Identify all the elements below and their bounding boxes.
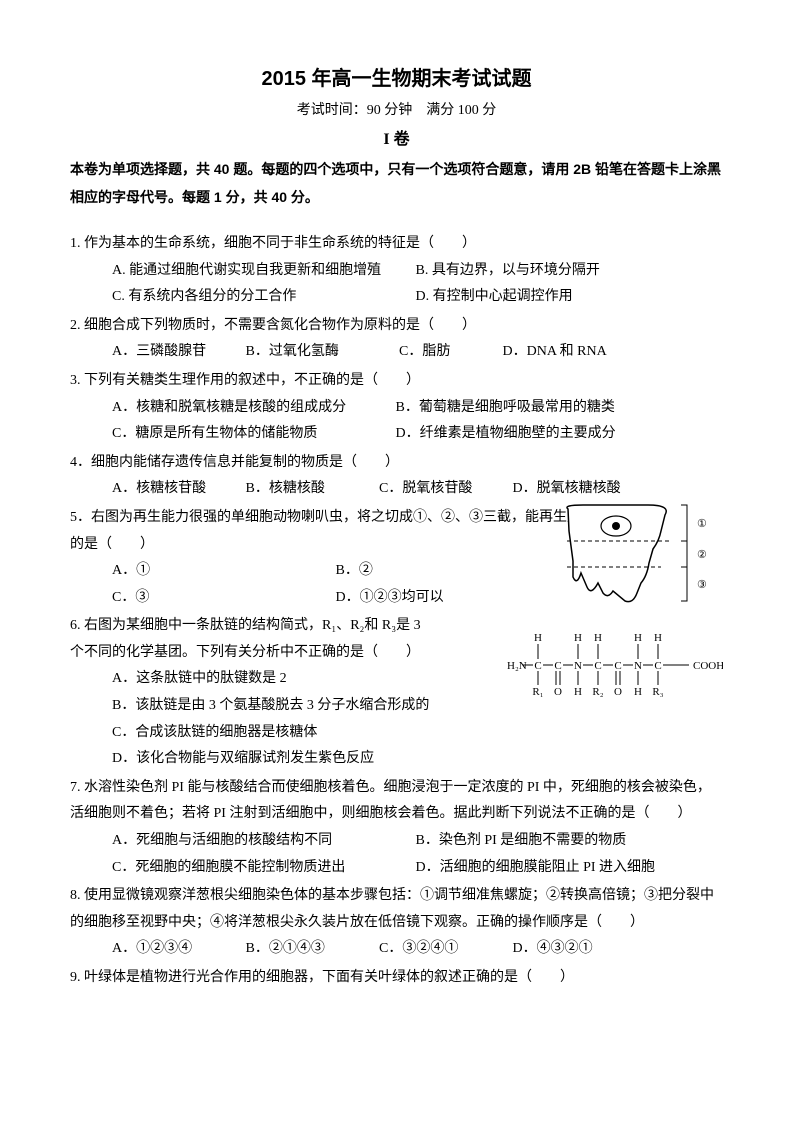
question-8: 8. 使用显微镜观察洋葱根尖细胞染色体的基本步骤包括：①调节细准焦螺旋；②转换高… bbox=[70, 883, 723, 963]
figure-q6: H₂N C C N C C N C COOH H H H H H R₁ O H … bbox=[493, 629, 723, 699]
q7-opt-c: C．死细胞的细胞膜不能控制物质进出 bbox=[112, 855, 412, 882]
q6-opt-b: B．该肽链是由 3 个氨基酸脱去 3 分子水缩合形成的 bbox=[112, 693, 429, 720]
q8-opt-a: A．①②③④ bbox=[112, 936, 242, 963]
question-3: 3. 下列有关糖类生理作用的叙述中，不正确的是（ ） A．核糖和脱氧核糖是核酸的… bbox=[70, 368, 723, 448]
section-heading: I 卷 bbox=[70, 125, 723, 155]
question-4: 4．细胞内能储存遗传信息并能复制的物质是（ ） A．核糖核苷酸 B．核糖核酸 C… bbox=[70, 450, 723, 503]
fig5-label-1: ① bbox=[697, 518, 707, 530]
q6-stem2: 个不同的化学基团。下列有关分析中不正确的是（ ） bbox=[70, 640, 490, 667]
q1-stem: 1. 作为基本的生命系统，细胞不同于非生命系统的特征是（ ） bbox=[70, 231, 723, 258]
svg-text:C: C bbox=[654, 660, 661, 672]
fig5-label-2: ② bbox=[697, 549, 707, 561]
question-1: 1. 作为基本的生命系统，细胞不同于非生命系统的特征是（ ） A. 能通过细胞代… bbox=[70, 231, 723, 311]
q3-opt-b: B．葡萄糖是细胞呼吸最常用的糖类 bbox=[396, 395, 615, 422]
q4-stem: 4．细胞内能储存遗传信息并能复制的物质是（ ） bbox=[70, 450, 723, 477]
figure-q5: ① ② ③ bbox=[553, 501, 723, 611]
q6-opt-c: C．合成该肽链的细胞器是核糖体 bbox=[112, 720, 317, 747]
q4-opt-a: A．核糖核苷酸 bbox=[112, 476, 242, 503]
svg-text:H: H bbox=[594, 632, 602, 644]
question-7: 7. 水溶性染色剂 PI 能与核酸结合而使细胞核着色。细胞浸泡于一定浓度的 PI… bbox=[70, 775, 723, 881]
q2-opt-d: D．DNA 和 RNA bbox=[503, 339, 607, 366]
svg-text:H: H bbox=[634, 686, 642, 698]
q1-opt-a: A. 能通过细胞代谢实现自我更新和细胞增殖 bbox=[112, 258, 412, 285]
q7-opt-a: A．死细胞与活细胞的核酸结构不同 bbox=[112, 828, 412, 855]
svg-text:H: H bbox=[654, 632, 662, 644]
svg-text:H: H bbox=[574, 686, 582, 698]
q2-stem: 2. 细胞合成下列物质时，不需要含氮化合物作为原料的是（ ） bbox=[70, 313, 723, 340]
q5-opt-a: A．① bbox=[112, 558, 332, 585]
q5-opt-d: D．①②③均可以 bbox=[336, 585, 444, 612]
svg-text:N: N bbox=[634, 660, 642, 672]
svg-text:R₂: R₂ bbox=[592, 686, 603, 698]
svg-text:R₃: R₃ bbox=[652, 686, 663, 698]
q2-opt-c: C．脂肪 bbox=[399, 339, 499, 366]
q4-opt-d: D．脱氧核糖核酸 bbox=[513, 476, 621, 503]
q7-opt-b: B．染色剂 PI 是细胞不需要的物质 bbox=[416, 828, 627, 855]
q3-stem: 3. 下列有关糖类生理作用的叙述中，不正确的是（ ） bbox=[70, 368, 723, 395]
q8-opt-c: C．③②④① bbox=[379, 936, 509, 963]
instructions: 本卷为单项选择题，共 40 题。每题的四个选项中，只有一个选项符合题意，请用 2… bbox=[70, 155, 723, 211]
q9-stem: 9. 叶绿体是植物进行光合作用的细胞器，下面有关叶绿体的叙述正确的是（ ） bbox=[70, 965, 723, 992]
fig5-label-3: ③ bbox=[697, 579, 707, 591]
svg-text:O: O bbox=[614, 686, 622, 698]
svg-text:C: C bbox=[554, 660, 561, 672]
q2-opt-b: B．过氧化氢酶 bbox=[246, 339, 396, 366]
svg-text:C: C bbox=[614, 660, 621, 672]
svg-text:R₁: R₁ bbox=[532, 686, 543, 698]
svg-text:C: C bbox=[534, 660, 541, 672]
q6-opt-d: D．该化合物能与双缩脲试剂发生紫色反应 bbox=[112, 746, 374, 773]
q7-opt-d: D．活细胞的细胞膜能阻止 PI 进入细胞 bbox=[416, 855, 656, 882]
svg-text:COOH: COOH bbox=[693, 660, 723, 672]
page-title: 2015 年高一生物期末考试试题 bbox=[70, 60, 723, 98]
exam-meta: 考试时间：90 分钟 满分 100 分 bbox=[70, 98, 723, 125]
q1-opt-c: C. 有系统内各组分的分工合作 bbox=[112, 284, 412, 311]
svg-text:C: C bbox=[594, 660, 601, 672]
svg-text:H: H bbox=[574, 632, 582, 644]
q3-opt-c: C．糖原是所有生物体的储能物质 bbox=[112, 421, 392, 448]
q8-stem: 8. 使用显微镜观察洋葱根尖细胞染色体的基本步骤包括：①调节细准焦螺旋；②转换高… bbox=[70, 883, 723, 936]
q5-opt-b: B．② bbox=[336, 558, 373, 585]
q1-opt-d: D. 有控制中心起调控作用 bbox=[416, 284, 573, 311]
q8-opt-b: B．②①④③ bbox=[246, 936, 376, 963]
q8-opt-d: D．④③②① bbox=[513, 936, 593, 963]
q6-stem1: 6. 右图为某细胞中一条肽链的结构简式，R₁、R₂和 R₃是 3 bbox=[70, 613, 490, 640]
q2-opt-a: A．三磷酸腺苷 bbox=[112, 339, 242, 366]
q6-opt-a: A．这条肽链中的肽键数是 2 bbox=[112, 666, 287, 693]
question-9: 9. 叶绿体是植物进行光合作用的细胞器，下面有关叶绿体的叙述正确的是（ ） bbox=[70, 965, 723, 992]
q5-opt-c: C．③ bbox=[112, 585, 332, 612]
q3-opt-d: D．纤维素是植物细胞壁的主要成分 bbox=[396, 421, 616, 448]
q1-opt-b: B. 具有边界，以与环境分隔开 bbox=[416, 258, 600, 285]
q4-opt-b: B．核糖核酸 bbox=[246, 476, 376, 503]
svg-text:O: O bbox=[554, 686, 562, 698]
q4-opt-c: C．脱氧核苷酸 bbox=[379, 476, 509, 503]
q3-opt-a: A．核糖和脱氧核糖是核酸的组成成分 bbox=[112, 395, 392, 422]
svg-text:H: H bbox=[634, 632, 642, 644]
q7-stem: 7. 水溶性染色剂 PI 能与核酸结合而使细胞核着色。细胞浸泡于一定浓度的 PI… bbox=[70, 775, 723, 828]
svg-text:H: H bbox=[534, 632, 542, 644]
svg-text:N: N bbox=[574, 660, 582, 672]
svg-text:H₂N: H₂N bbox=[507, 660, 527, 672]
question-2: 2. 细胞合成下列物质时，不需要含氮化合物作为原料的是（ ） A．三磷酸腺苷 B… bbox=[70, 313, 723, 366]
